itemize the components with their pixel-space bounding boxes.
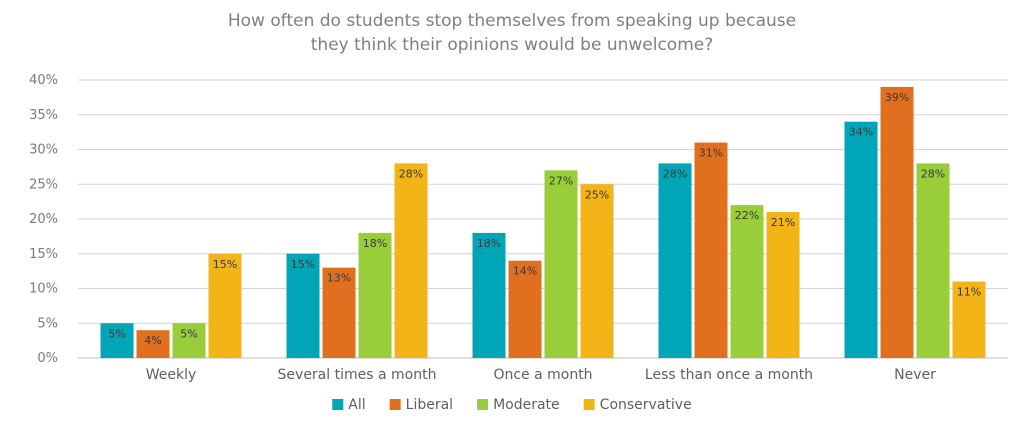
data-label: 28% <box>921 167 945 180</box>
data-label: 31% <box>699 147 723 160</box>
bar-conservative-4 <box>766 212 800 358</box>
bar-conservative-2 <box>394 163 428 358</box>
legend-swatch-moderate <box>477 399 489 410</box>
bar-moderate-1 <box>172 323 206 358</box>
data-label: 28% <box>399 167 423 180</box>
legend-swatch-conservative <box>583 399 595 410</box>
data-label: 18% <box>363 237 387 250</box>
data-label: 4% <box>144 334 161 347</box>
data-label: 13% <box>327 272 351 285</box>
data-label: 22% <box>735 209 759 222</box>
category-label: Weekly <box>146 367 197 383</box>
bar-all-5 <box>844 121 878 358</box>
bar-conservative-5 <box>952 281 986 358</box>
y-tick-label: 30% <box>29 143 58 158</box>
y-tick-label: 35% <box>29 108 58 123</box>
chart-title: How often do students stop themselves fr… <box>228 11 796 55</box>
bar-liberal-3 <box>508 260 542 358</box>
legend-swatch-liberal <box>389 399 401 410</box>
data-label: 15% <box>291 258 315 271</box>
data-label: 25% <box>585 188 609 201</box>
data-label: 14% <box>513 265 537 278</box>
data-label: 18% <box>477 237 501 250</box>
bar-moderate-3 <box>544 170 578 358</box>
bars <box>100 86 986 358</box>
bar-liberal-1 <box>136 330 170 358</box>
legend-swatch-all <box>332 399 344 410</box>
data-label: 5% <box>108 327 125 340</box>
data-label: 11% <box>957 286 981 299</box>
bar-liberal-4 <box>694 142 728 358</box>
data-label: 39% <box>885 91 909 104</box>
bar-moderate-4 <box>730 205 764 358</box>
chart-title-line: How often do students stop themselves fr… <box>228 11 796 31</box>
y-tick-label: 0% <box>37 351 58 366</box>
y-tick-label: 25% <box>29 177 58 192</box>
bar-all-4 <box>658 163 692 358</box>
category-label: Several times a month <box>278 367 437 383</box>
data-label: 15% <box>213 258 237 271</box>
category-label: Never <box>894 367 936 383</box>
y-tick-label: 15% <box>29 247 58 262</box>
bar-conservative-3 <box>580 184 614 358</box>
bar-all-3 <box>472 232 506 358</box>
y-tick-label: 10% <box>29 282 58 297</box>
bar-moderate-2 <box>358 232 392 358</box>
bar-conservative-1 <box>208 253 242 358</box>
bar-liberal-5 <box>880 86 914 358</box>
legend-label-conservative: Conservative <box>600 397 692 413</box>
category-label: Less than once a month <box>645 367 813 383</box>
y-tick-label: 40% <box>29 73 58 88</box>
legend: All Liberal Moderate Conservative <box>332 397 692 413</box>
y-tick-label: 5% <box>37 316 58 331</box>
legend-label-liberal: Liberal <box>406 397 453 413</box>
y-tick-label: 20% <box>29 212 58 227</box>
data-label: 28% <box>663 167 687 180</box>
category-label: Once a month <box>493 367 592 383</box>
x-axis-categories: Weekly Several times a month Once a month L… <box>146 367 936 383</box>
legend-label-all: All <box>348 397 365 413</box>
y-axis-ticks: 0% 5% 10% 15% 20% 25% 30% 35% 40% <box>29 73 58 366</box>
bar-all-2 <box>286 253 320 358</box>
chart-title-line: they think their opinions would be unwel… <box>311 35 714 55</box>
data-label: 5% <box>180 327 197 340</box>
bar-all-1 <box>100 323 134 358</box>
data-label: 34% <box>849 126 873 139</box>
data-label: 27% <box>549 174 573 187</box>
bar-liberal-2 <box>322 267 356 358</box>
bar-moderate-5 <box>916 163 950 358</box>
data-labels: 5% 4% 5% 15% 15% 13% 18% 28% 18% 14% 27% 25% 28% 31% 2… <box>108 91 981 347</box>
legend-label-moderate: Moderate <box>493 397 560 413</box>
data-label: 21% <box>771 216 795 229</box>
